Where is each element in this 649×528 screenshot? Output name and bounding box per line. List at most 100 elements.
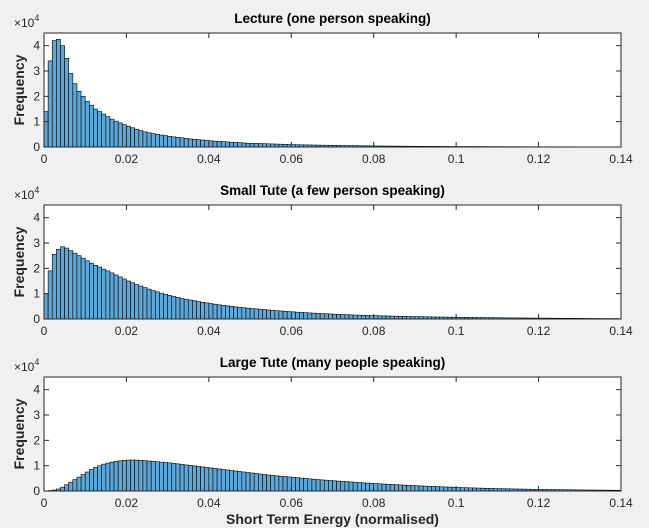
histogram-bar (311, 478, 317, 492)
histogram-bar (311, 312, 317, 320)
x-tick-label: 0.02 (115, 152, 139, 166)
histogram-bar (196, 139, 201, 148)
histogram-bar (80, 474, 86, 492)
histogram-bar (51, 254, 57, 320)
histogram-bar (84, 260, 90, 320)
histogram-bar (204, 302, 210, 320)
histogram-bar (398, 484, 403, 492)
histogram-bar (282, 310, 288, 320)
histogram-bar (171, 296, 177, 320)
y-tick-label: 1 (33, 115, 40, 129)
histogram-bar (245, 142, 251, 148)
x-tick-label: 0 (41, 324, 48, 338)
y-exponent-power: 4 (34, 357, 39, 367)
x-tick-label: 0.08 (362, 152, 386, 166)
histogram-bar (101, 463, 107, 492)
histogram-bar (159, 134, 164, 148)
histogram-bar (93, 264, 98, 320)
histogram-bar (241, 142, 247, 148)
histogram-bar (105, 116, 111, 148)
plot-area (44, 33, 621, 147)
histogram-bar (89, 262, 94, 320)
histogram-bar (89, 104, 94, 148)
histogram-bar (183, 138, 189, 148)
histogram-bar (361, 482, 366, 492)
histogram-bar (80, 96, 86, 148)
histogram-bar (97, 266, 103, 320)
histogram-bar (72, 83, 78, 148)
histogram-bar (179, 298, 185, 320)
histogram-bar (64, 247, 70, 320)
histogram-bar (138, 130, 144, 148)
histogram-bar (323, 313, 329, 320)
histogram-bar (192, 465, 197, 492)
histogram-bar (253, 143, 259, 148)
histogram-bar (43, 111, 49, 148)
histogram-bar (187, 299, 193, 320)
histogram-bar (126, 459, 131, 492)
y-tick-label: 2 (33, 89, 40, 103)
histogram-bar (389, 484, 395, 492)
histogram-bar (282, 476, 288, 492)
x-axis-label: Short Term Energy (normalised) (226, 511, 439, 527)
histogram-bar (295, 477, 300, 492)
histogram-bar (422, 485, 428, 492)
subplot-title: Large Tute (many people speaking) (220, 355, 446, 370)
y-exponent-label: ×104 (14, 13, 39, 30)
histogram-bar (113, 120, 119, 148)
y-tick-label: 3 (33, 64, 40, 78)
histogram-bar (80, 257, 86, 320)
histogram-bar (163, 294, 168, 320)
x-tick-label: 0.02 (115, 324, 139, 338)
histogram-bar (241, 471, 247, 492)
histogram-bar (377, 483, 383, 492)
histogram-bar (295, 311, 300, 320)
histogram-bar (290, 311, 296, 320)
x-tick-label: 0.06 (280, 152, 304, 166)
histogram-bar (328, 313, 333, 320)
histogram-bar (237, 307, 243, 320)
y-exponent-power: 4 (34, 13, 39, 23)
histogram-bar (414, 485, 420, 492)
histogram-bar (97, 465, 103, 492)
histogram-bar (237, 142, 243, 148)
x-tick-label: 0.04 (197, 324, 221, 338)
histogram-bar (233, 470, 239, 492)
y-exponent-base: ×10 (14, 16, 35, 30)
histogram-bar (344, 314, 350, 320)
histogram-bar (225, 141, 230, 148)
histogram-bar (187, 138, 193, 148)
x-tick-label: 0 (41, 496, 48, 510)
y-exponent-label: ×104 (14, 185, 39, 202)
histogram-bar (134, 128, 140, 148)
histogram-bar (163, 462, 168, 492)
histogram-bar (266, 309, 271, 320)
x-tick-label: 0.08 (362, 324, 386, 338)
histogram-bar (113, 274, 119, 320)
histogram-bar (365, 482, 370, 492)
histogram-bar (406, 485, 412, 492)
histogram-bar (47, 60, 53, 148)
histogram-bar (113, 461, 119, 492)
histogram-bar (229, 306, 234, 320)
y-tick-label: 0 (33, 484, 40, 498)
histogram-bar (171, 463, 177, 492)
histogram-bar (138, 285, 144, 320)
histogram-bar (315, 313, 321, 320)
histogram-bar (159, 292, 164, 320)
x-tick-label: 0.14 (609, 152, 633, 166)
histogram-bar (369, 315, 375, 320)
histogram-bar (196, 466, 201, 492)
histogram-bar (332, 313, 337, 320)
histogram-bar (418, 485, 424, 492)
y-axis-label: Frequency (11, 226, 27, 297)
histogram-bars (43, 246, 622, 320)
histogram-bar (340, 314, 346, 320)
histogram-bar (72, 252, 78, 320)
histogram-bar (117, 122, 123, 148)
x-tick-label: 0.12 (527, 152, 551, 166)
histogram-bar (447, 486, 453, 492)
histogram-bar (204, 467, 210, 492)
histogram-bar (47, 270, 53, 320)
